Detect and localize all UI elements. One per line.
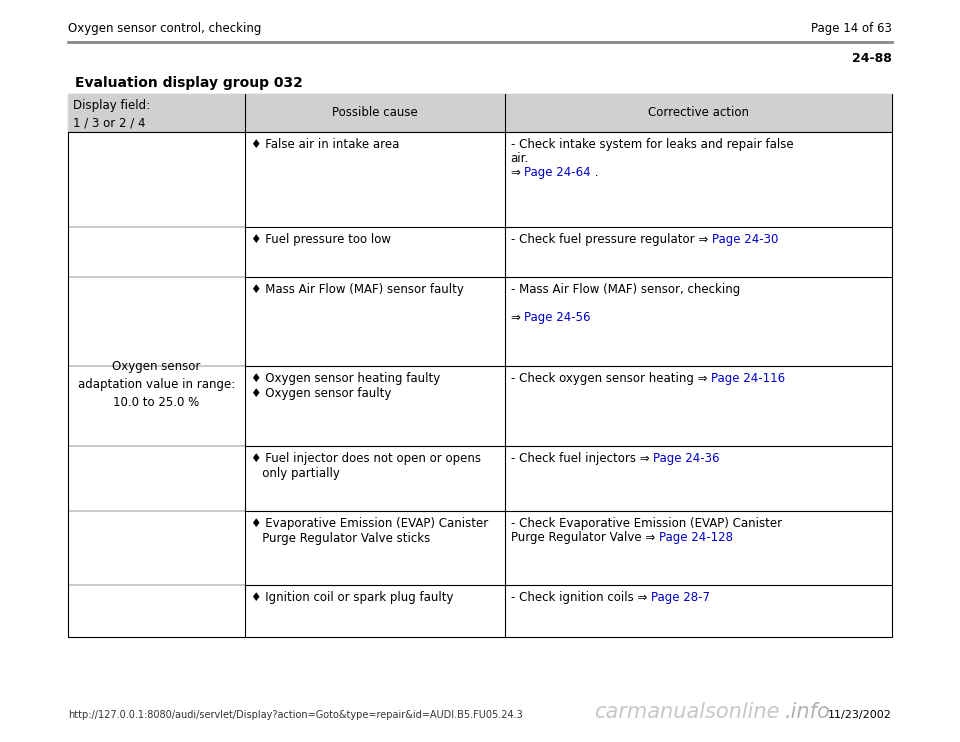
Text: ♦ Oxygen sensor faulty: ♦ Oxygen sensor faulty: [252, 387, 392, 400]
Text: Evaluation display group 032: Evaluation display group 032: [75, 76, 302, 90]
Text: air.: air.: [511, 152, 529, 165]
Text: Page 24-64: Page 24-64: [524, 166, 591, 179]
Text: - Check fuel pressure regulator ⇒: - Check fuel pressure regulator ⇒: [511, 234, 711, 246]
Text: - Mass Air Flow (MAF) sensor, checking: - Mass Air Flow (MAF) sensor, checking: [511, 283, 740, 296]
Text: Page 24-128: Page 24-128: [659, 531, 732, 544]
Text: ♦ False air in intake area: ♦ False air in intake area: [252, 138, 399, 151]
Text: - Check oxygen sensor heating ⇒: - Check oxygen sensor heating ⇒: [511, 372, 711, 385]
Text: - Check Evaporative Emission (EVAP) Canister: - Check Evaporative Emission (EVAP) Cani…: [511, 516, 781, 530]
Text: Display field:
1 / 3 or 2 / 4: Display field: 1 / 3 or 2 / 4: [73, 99, 150, 129]
Text: Page 24-30: Page 24-30: [711, 234, 779, 246]
Text: 11/23/2002: 11/23/2002: [828, 710, 892, 720]
Bar: [68, 94, 892, 132]
Text: ⇒: ⇒: [511, 311, 524, 324]
Text: Oxygen sensor control, checking: Oxygen sensor control, checking: [68, 22, 261, 35]
Text: Possible cause: Possible cause: [332, 107, 418, 119]
Text: carmanualsonline: carmanualsonline: [594, 702, 780, 722]
Text: Oxygen sensor
adaptation value in range:
10.0 to 25.0 %: Oxygen sensor adaptation value in range:…: [78, 360, 235, 409]
Text: 24-88: 24-88: [852, 52, 892, 65]
Text: - Check fuel injectors ⇒: - Check fuel injectors ⇒: [511, 452, 653, 465]
Text: Page 24-116: Page 24-116: [711, 372, 785, 385]
Text: Page 24-36: Page 24-36: [653, 452, 720, 465]
Text: ♦ Fuel injector does not open or opens
   only partially: ♦ Fuel injector does not open or opens o…: [252, 452, 481, 480]
Text: .: .: [591, 166, 598, 179]
Text: .info: .info: [785, 702, 830, 722]
Text: - Check intake system for leaks and repair false: - Check intake system for leaks and repa…: [511, 138, 793, 151]
Text: Page 14 of 63: Page 14 of 63: [811, 22, 892, 35]
Text: ♦ Evaporative Emission (EVAP) Canister
   Purge Regulator Valve sticks: ♦ Evaporative Emission (EVAP) Canister P…: [252, 516, 489, 545]
Text: ♦ Fuel pressure too low: ♦ Fuel pressure too low: [252, 234, 391, 246]
Text: Purge Regulator Valve ⇒: Purge Regulator Valve ⇒: [511, 531, 659, 544]
Text: Corrective action: Corrective action: [648, 107, 749, 119]
Text: ♦ Mass Air Flow (MAF) sensor faulty: ♦ Mass Air Flow (MAF) sensor faulty: [252, 283, 464, 296]
Text: http://127.0.0.1:8080/audi/servlet/Display?action=Goto&type=repair&id=AUDI.B5.FU: http://127.0.0.1:8080/audi/servlet/Displ…: [68, 710, 523, 720]
Text: Page 28-7: Page 28-7: [651, 591, 709, 604]
Text: ⇒: ⇒: [511, 166, 524, 179]
Text: ♦ Ignition coil or spark plug faulty: ♦ Ignition coil or spark plug faulty: [252, 591, 454, 604]
Bar: [68, 94, 892, 637]
Text: Page 24-56: Page 24-56: [524, 311, 590, 324]
Text: ♦ Oxygen sensor heating faulty: ♦ Oxygen sensor heating faulty: [252, 372, 441, 385]
Text: - Check ignition coils ⇒: - Check ignition coils ⇒: [511, 591, 651, 604]
